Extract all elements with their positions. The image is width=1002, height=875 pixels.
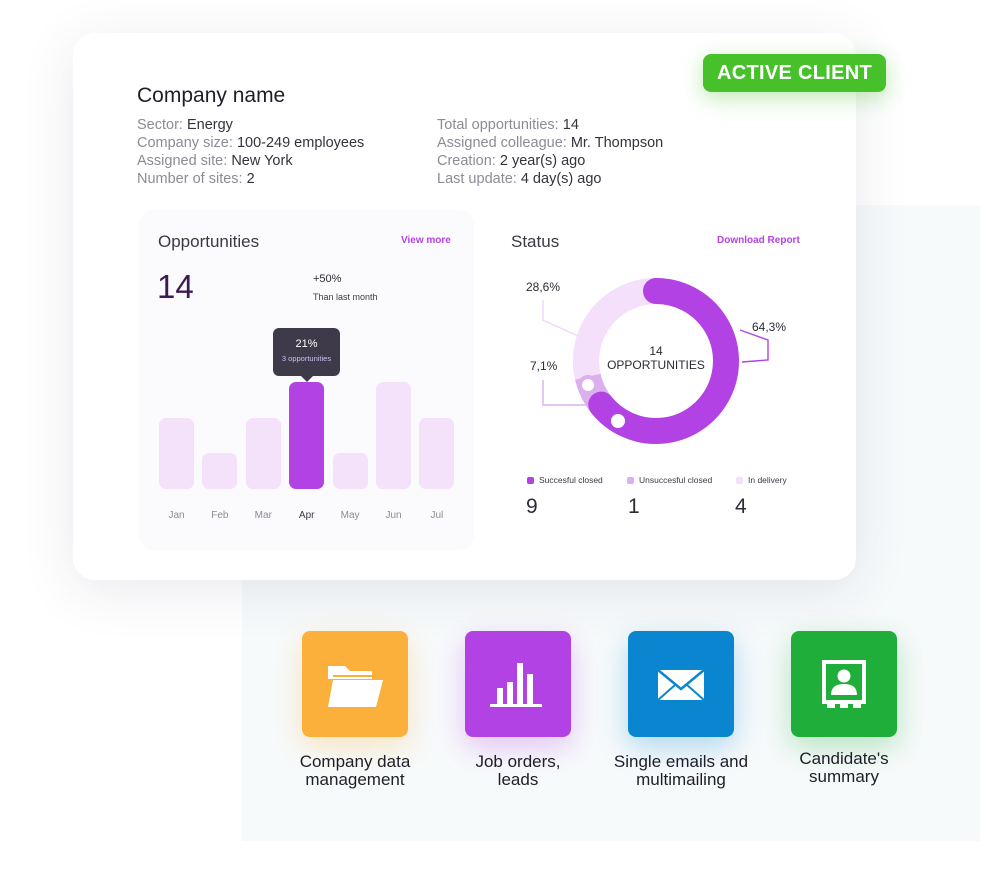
opportunities-delta: +50%	[313, 273, 342, 285]
opportunities-total: 14	[157, 268, 194, 305]
status-title: Status	[511, 232, 560, 251]
folder-icon	[328, 666, 383, 707]
bar-jul[interactable]	[419, 418, 455, 489]
info-row-total-opportunities: Total opportunities: 14	[437, 117, 579, 133]
leader-line-unsuccesful	[542, 380, 588, 406]
info-row-creation: Creation: 2 year(s) ago	[437, 153, 586, 169]
bar-jun[interactable]	[376, 382, 411, 489]
donut-center-label: 14 OPPORTUNITIES	[598, 344, 714, 372]
info-row-assigned-colleague: Assigned colleague: Mr. Thompson	[437, 135, 664, 151]
feature-company-data[interactable]	[302, 631, 408, 737]
month-label-feb: Feb	[211, 510, 229, 521]
month-label-jul: Jul	[430, 510, 444, 521]
feature-job-orders[interactable]	[465, 631, 571, 737]
info-row-company-size: Company size: 100-249 employees	[137, 135, 365, 151]
legend-dot-unsuccesful	[627, 477, 634, 484]
mail-icon	[657, 669, 705, 701]
month-label-may: May	[340, 510, 360, 521]
leader-line-delivery	[542, 300, 579, 337]
status-donut-chart	[542, 278, 769, 444]
month-label-jun: Jun	[385, 510, 402, 521]
donut-marker-succesful	[607, 410, 629, 432]
feature-label-job-orders: Job orders, leads	[475, 752, 561, 789]
tooltip-value: 21%	[295, 338, 318, 350]
legend-dot-in-delivery	[736, 477, 743, 484]
info-row-last-update: Last update: 4 day(s) ago	[437, 171, 602, 187]
opportunities-delta-caption: Than last month	[313, 292, 378, 302]
pct-label-unsuccesful: 7,1%	[530, 359, 558, 373]
bar-chart-icon	[490, 663, 542, 707]
bar-feb[interactable]	[202, 453, 238, 489]
feature-label-candidate-summary: Candidate's summary	[799, 749, 889, 786]
pct-label-delivery: 28,6%	[526, 280, 561, 294]
count-succesful: 9	[526, 495, 538, 518]
info-row-number-of-sites: Number of sites: 2	[137, 171, 255, 187]
company-info-right: Total opportunities: 14 Assigned colleag…	[437, 116, 663, 188]
bar-mar[interactable]	[245, 418, 281, 489]
opportunities-title: Opportunities	[158, 232, 260, 251]
contact-card-icon	[822, 660, 866, 708]
legend-dot-succesful	[527, 477, 534, 484]
tooltip-label: 3 opportunities	[281, 354, 332, 363]
active-client-badge: ACTIVE CLIENT	[703, 54, 886, 92]
month-label-jan: Jan	[168, 510, 185, 521]
tooltip-arrow	[301, 376, 313, 382]
download-report-link[interactable]: Download Report	[717, 235, 800, 246]
company-info-left: Sector: Energy Company size: 100-249 emp…	[137, 116, 364, 188]
legend-unsuccesful: Unsuccesful closed	[627, 475, 712, 485]
feature-label-company-data: Company data management	[299, 752, 411, 789]
bar-jan[interactable]	[159, 418, 194, 489]
count-unsuccesful: 1	[628, 495, 640, 518]
bar-tooltip: 21% 3 opportunities	[273, 328, 340, 382]
month-label-mar: Mar	[254, 510, 272, 521]
feature-candidate-summary[interactable]	[791, 631, 897, 737]
feature-label-emails: Single emails and multimailing	[613, 752, 749, 789]
bar-may[interactable]	[332, 453, 368, 489]
donut-center-value: 14	[649, 344, 663, 358]
leader-line-succesful	[739, 329, 769, 363]
donut-center-caption: OPPORTUNITIES	[607, 358, 705, 372]
legend-succesful: Succesful closed	[527, 475, 603, 485]
month-label-apr: Apr	[298, 510, 315, 521]
pct-label-succesful: 64,3%	[752, 320, 787, 334]
feature-emails[interactable]	[628, 631, 734, 737]
view-more-link[interactable]: View more	[401, 235, 451, 246]
info-row-sector: Sector: Energy	[137, 117, 233, 133]
legend-in-delivery: In delivery	[736, 475, 787, 485]
company-name: Company name	[137, 84, 286, 107]
info-row-assigned-site: Assigned site: New York	[137, 153, 293, 169]
count-in-delivery: 4	[735, 495, 747, 518]
donut-marker-unsuccesful	[578, 375, 598, 395]
donut-segment-in-delivery	[573, 278, 657, 380]
bar-apr[interactable]	[289, 382, 325, 489]
donut-segment-succesful	[588, 278, 739, 444]
